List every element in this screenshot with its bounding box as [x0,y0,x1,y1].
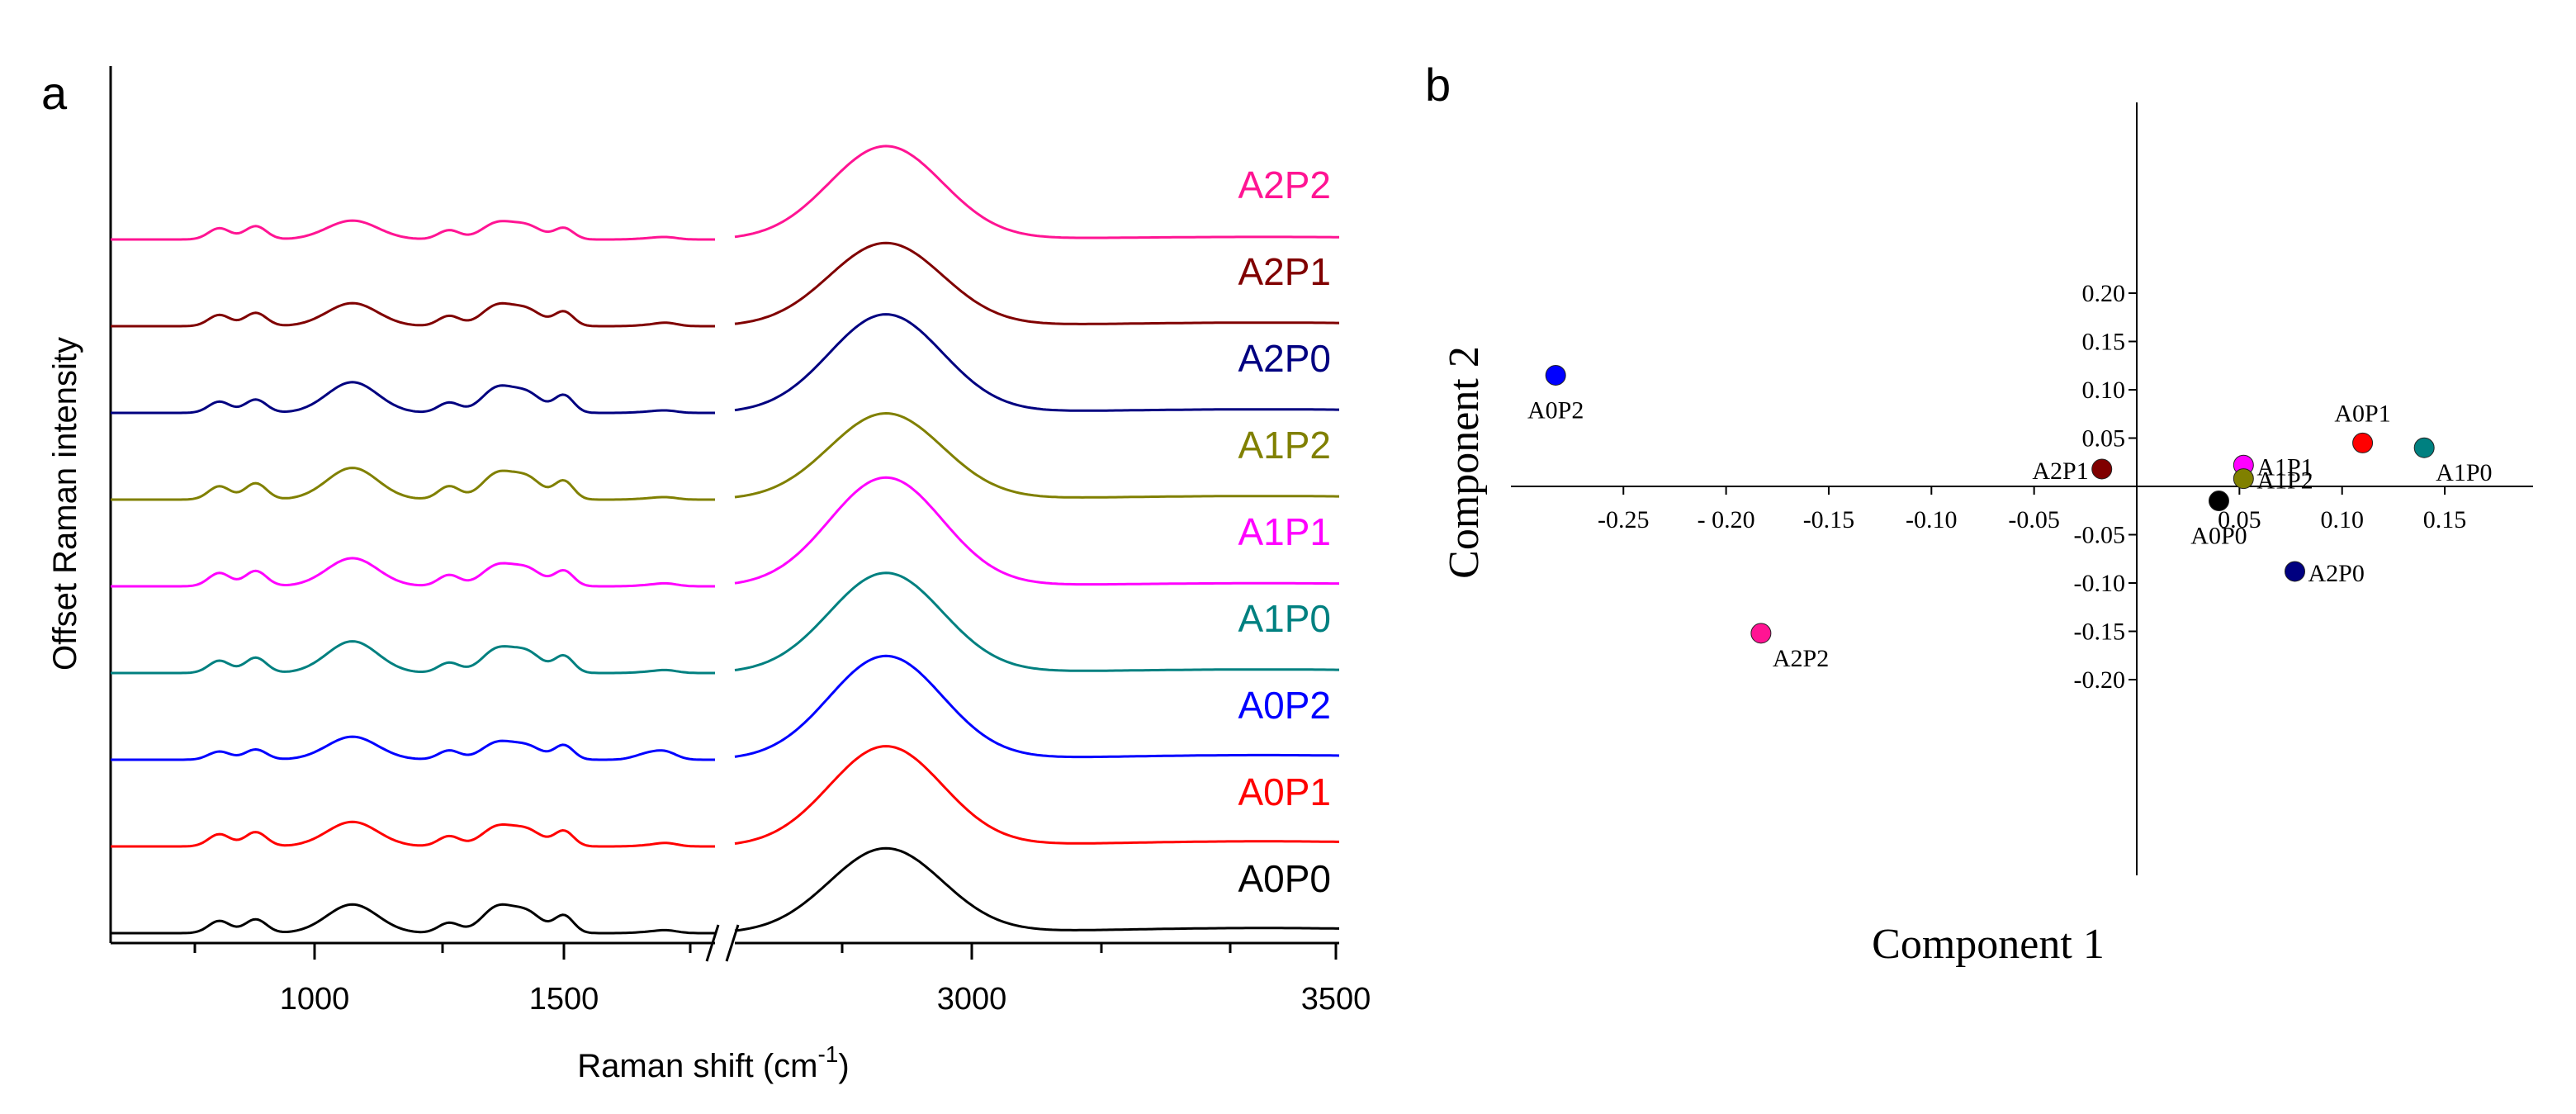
pca-point-label-A0P1: A0P1 [2334,400,2390,427]
pca-ticks [1622,292,2446,680]
pca-point-label-A0P2: A0P2 [1527,396,1584,424]
y-tick-label: -0.10 [2074,570,2126,597]
pca-point-label-A2P1: A2P1 [2032,457,2088,485]
pca-point-A2P1 [2091,458,2113,480]
panel-a-label: a [41,67,68,119]
pca-points [1545,364,2435,644]
y-tick-label: -0.20 [2074,666,2126,694]
y-tick-label: -0.05 [2074,522,2126,549]
spectrum-A0P2-seg1 [734,654,1340,759]
y-tick-label: 0.15 [2082,329,2126,356]
y-tick-label: -0.15 [2074,619,2126,646]
spectrum-A2P2-seg0 [111,219,715,241]
x-tick-label: -0.05 [2008,506,2060,533]
panel-a: a 1000 1500 3000 3500 Raman shift (c [41,66,1371,1084]
pca-point-label-A2P2: A2P2 [1773,645,1829,672]
spectrum-A2P1-seg0 [111,301,715,328]
spectra-labels: A0P0 A0P1 A0P2 A1P0 A1P1 A1P2 A2P0 A2P1 A2P2 [1238,164,1331,900]
spectrum-label-A2P0: A2P0 [1238,337,1331,380]
spectrum-label-A1P1: A1P1 [1238,510,1331,553]
spectrum-A1P1-seg1 [734,476,1339,586]
pca-point-label-A0P0: A0P0 [2190,523,2247,550]
spectrum-A2P0-seg0 [111,381,715,415]
spectrum-A1P2-seg1 [734,411,1339,499]
pca-point-A2P0 [2284,561,2305,582]
y-axis-title: Offset Raman intensity [47,337,83,671]
tick-label: 1500 [529,982,599,1017]
spectrum-label-A0P0: A0P0 [1238,857,1331,900]
x-ticks [193,943,1338,960]
spectrum-A1P2-seg0 [111,467,715,501]
spectrum-A0P1-seg1 [734,745,1339,845]
spectrum-A0P2-seg0 [111,735,715,761]
spectrum-label-A0P2: A0P2 [1238,684,1331,727]
x-axis-title: Raman shift (cm-1) [577,1041,849,1084]
pca-tick-labels: -0.25 - 0.20 -0.15 -0.10 -0.05 0.05 0.10 0.15 0.… [1598,280,2466,694]
spectrum-A2P1-seg1 [734,241,1339,325]
spectrum-A1P0-seg0 [111,640,715,675]
spectrum-A2P2-seg1 [734,145,1339,239]
pca-point-A0P0 [2208,491,2229,512]
pca-point-label-A1P0: A1P0 [2436,459,2492,486]
spectrum-A1P1-seg0 [111,557,715,588]
pca-point-label-A2P0: A2P0 [2308,560,2364,587]
x-tick-label: -0.10 [1906,506,1958,533]
y-tick-label: 0.20 [2082,280,2126,307]
y-tick-label: 0.10 [2082,377,2126,404]
spectrum-label-A2P2: A2P2 [1238,164,1331,206]
spectrum-label-A1P0: A1P0 [1238,597,1331,640]
axis-break [705,924,740,962]
tick-label: 3500 [1301,982,1371,1017]
spectrum-label-A1P2: A1P2 [1238,424,1331,467]
pca-y-title: Component 2 [1441,346,1488,579]
pca-point-A2P2 [1750,623,1772,644]
spectrum-A2P0-seg1 [734,313,1339,412]
spectrum-A0P0-seg1 [734,846,1339,932]
tick-label: 3000 [937,982,1007,1017]
pca-point-label-A1P2: A1P2 [2256,467,2313,495]
pca-point-A1P2 [2233,468,2254,490]
x-axis-title-close: ) [838,1048,849,1084]
pca-x-title: Component 1 [1872,921,2105,968]
x-tick-label: 0.05 [2218,506,2261,533]
pca-point-A0P1 [2352,432,2374,453]
y-tick-label: 0.05 [2082,425,2126,453]
x-tick-label: -0.15 [1803,506,1855,533]
spectra-lines [111,145,1340,935]
x-axis-title-sup: -1 [817,1041,838,1067]
x-tick-label: 0.10 [2320,506,2364,533]
panel-b: b -0.25 - 0.20 -0.15 -0.10 -0.05 0.05 0.10 0.15… [1425,59,2533,968]
pca-point-label-A1P1: A1P1 [2256,453,2313,481]
spectrum-label-A0P1: A0P1 [1238,770,1331,813]
spectrum-A0P1-seg0 [111,820,715,848]
x-tick-label: - 0.20 [1698,506,1755,533]
spectrum-label-A2P1: A2P1 [1238,250,1331,293]
x-tick-label: 0.15 [2423,506,2467,533]
panel-b-label: b [1425,59,1451,111]
x-tick-label: -0.25 [1598,506,1650,533]
pca-point-A0P2 [1545,364,1566,386]
tick-label: 1000 [280,982,350,1017]
spectrum-A1P0-seg1 [734,571,1339,672]
pca-point-A1P0 [2413,437,2435,458]
x-axis-title-text: Raman shift (cm [577,1048,817,1084]
spectrum-A0P0-seg0 [111,903,715,935]
